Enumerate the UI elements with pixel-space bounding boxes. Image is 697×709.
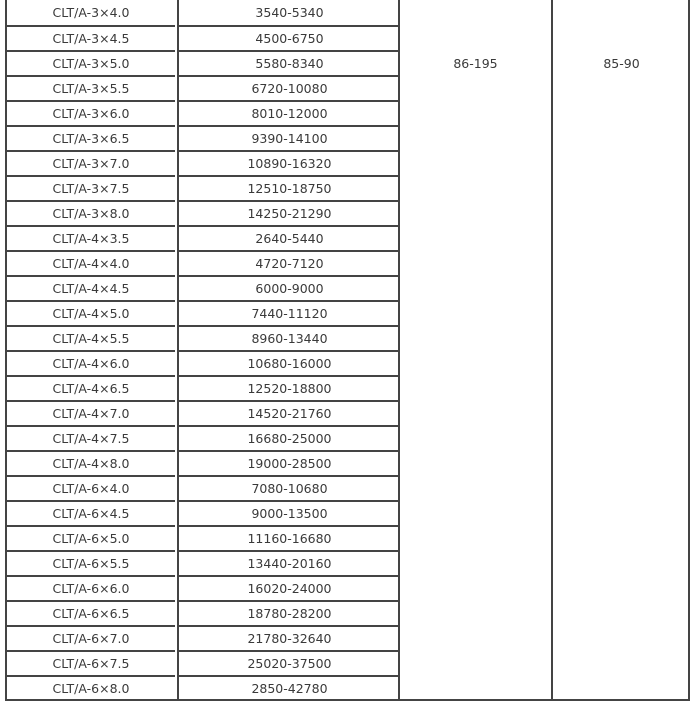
range-cell: 11160-16680 <box>179 525 400 550</box>
range-cell: 3540-5340 <box>255 5 324 20</box>
model-cell: CLT/A-4×5.5 <box>7 325 175 350</box>
range-cell: 14520-21760 <box>179 400 400 425</box>
model-cell: CLT/A-3×6.0 <box>7 100 175 125</box>
range-column: 3540-5340 4500-6750 5580-8340 6720-10080 801… <box>177 0 400 700</box>
model-cell: CLT/A-4×7.5 <box>7 425 175 450</box>
model-cell: CLT/A-3×7.5 <box>7 175 175 200</box>
range-cell: 8010-12000 <box>179 100 400 125</box>
model-cell: CLT/A-3×7.0 <box>7 150 175 175</box>
model-cell: CLT/A-4×6.5 <box>7 375 175 400</box>
range-cell: 25020-37500 <box>179 650 400 675</box>
model-cell: CLT/A-3×5.5 <box>7 75 175 100</box>
model-cell: CLT/A-4×4.0 <box>7 250 175 275</box>
model-cell: CLT/A-3×4.0 <box>52 5 130 20</box>
range-cell: 12520-18800 <box>179 375 400 400</box>
range-cell: 19000-28500 <box>179 450 400 475</box>
range-cell: 14250-21290 <box>179 200 400 225</box>
model-cell: CLT/A-6×6.0 <box>7 575 175 600</box>
merged-value: 86-195 <box>453 56 498 71</box>
model-cell: CLT/A-4×8.0 <box>7 450 175 475</box>
range-cell: 12510-18750 <box>179 175 400 200</box>
model-cell: CLT/A-3×5.0 <box>7 50 175 75</box>
model-column: CLT/A-3×4.0 CLT/A-3×4.5 CLT/A-3×5.0 CLT/A-3… <box>7 0 175 700</box>
specs-table: CLT/A-3×4.0 CLT/A-3×4.5 CLT/A-3×5.0 CLT/A-3… <box>5 0 690 701</box>
model-cell: CLT/A-6×8.0 <box>7 675 175 700</box>
model-cell: CLT/A-4×4.5 <box>7 275 175 300</box>
range-cell: 7080-10680 <box>179 475 400 500</box>
range-cell: 13440-20160 <box>179 550 400 575</box>
merged-cell-col3: 86-195 <box>398 0 551 699</box>
model-cell: CLT/A-3×4.5 <box>7 25 175 50</box>
range-cell: 10890-16320 <box>179 150 400 175</box>
range-cell: 5580-8340 <box>179 50 400 75</box>
model-cell: CLT/A-6×4.0 <box>7 475 175 500</box>
model-cell: CLT/A-4×5.0 <box>7 300 175 325</box>
range-cell: 10680-16000 <box>179 350 400 375</box>
model-cell: CLT/A-4×7.0 <box>7 400 175 425</box>
range-cell: 9000-13500 <box>179 500 400 525</box>
range-cell: 18780-28200 <box>179 600 400 625</box>
range-cell: 9390-14100 <box>179 125 400 150</box>
model-cell: CLT/A-3×6.5 <box>7 125 175 150</box>
merged-cell-col4: 85-90 <box>551 0 690 699</box>
range-cell: 4720-7120 <box>179 250 400 275</box>
merged-value: 85-90 <box>603 56 640 71</box>
model-cell: CLT/A-4×3.5 <box>7 225 175 250</box>
range-cell: 2640-5440 <box>179 225 400 250</box>
range-cell: 8960-13440 <box>179 325 400 350</box>
model-cell: CLT/A-6×5.0 <box>7 525 175 550</box>
range-cell: 21780-32640 <box>179 625 400 650</box>
model-cell: CLT/A-6×7.0 <box>7 625 175 650</box>
range-cell: 6720-10080 <box>179 75 400 100</box>
range-cell: 16680-25000 <box>179 425 400 450</box>
range-cell: 16020-24000 <box>179 575 400 600</box>
range-cell: 7440-11120 <box>179 300 400 325</box>
model-cell: CLT/A-6×4.5 <box>7 500 175 525</box>
range-cell: 6000-9000 <box>179 275 400 300</box>
model-cell: CLT/A-6×6.5 <box>7 600 175 625</box>
range-cell: 2850-42780 <box>179 675 400 700</box>
range-cell: 4500-6750 <box>179 25 400 50</box>
model-cell: CLT/A-3×8.0 <box>7 200 175 225</box>
model-cell: CLT/A-6×7.5 <box>7 650 175 675</box>
model-cell: CLT/A-6×5.5 <box>7 550 175 575</box>
model-cell: CLT/A-4×6.0 <box>7 350 175 375</box>
